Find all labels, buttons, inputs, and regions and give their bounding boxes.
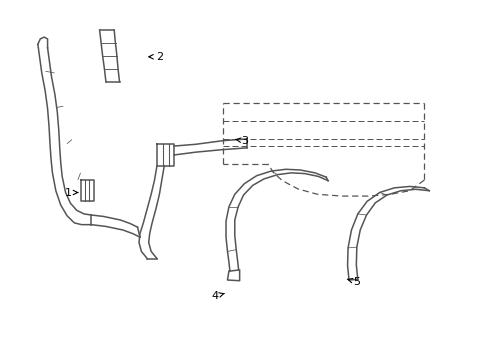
Text: 3: 3 (235, 136, 247, 146)
Text: 1: 1 (65, 188, 78, 198)
Text: 2: 2 (148, 52, 163, 62)
Text: 4: 4 (211, 291, 224, 301)
Text: 5: 5 (346, 277, 359, 287)
